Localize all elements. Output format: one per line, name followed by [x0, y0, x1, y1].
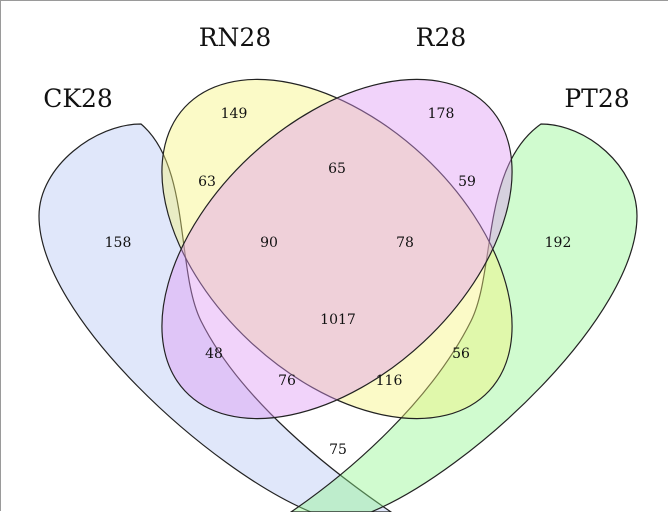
region-count-ck28-r28: 48	[205, 346, 223, 362]
region-count-ck28-rn28-r28: 90	[260, 235, 278, 251]
region-count-r28-pt28: 59	[458, 174, 476, 190]
set-label-pt28: PT28	[564, 84, 629, 113]
set-rn28-shape	[161, 78, 513, 420]
region-count-rn28-only: 149	[221, 106, 248, 122]
set-label-r28: R28	[416, 23, 467, 52]
region-count-ck28-pt28: 75	[329, 442, 347, 458]
region-count-ck28-rn28-pt28: 116	[376, 373, 403, 389]
region-count-pt28-only: 192	[545, 235, 572, 251]
set-pt28-shape	[289, 123, 638, 512]
region-count-rn28-r28-pt28: 78	[396, 235, 414, 251]
region-count-r28-only: 178	[428, 106, 455, 122]
region-count-ck28-rn28: 63	[198, 174, 216, 190]
region-count-rn28-pt28: 56	[452, 346, 470, 362]
region-count-rn28-r28: 65	[328, 161, 346, 177]
set-label-ck28: CK28	[43, 84, 113, 113]
region-count-ck28-r28-pt28: 76	[278, 373, 296, 389]
set-label-rn28: RN28	[199, 23, 272, 52]
set-r28-shape	[161, 78, 513, 420]
set-ck28-shape	[38, 123, 393, 512]
region-count-all-four: 1017	[320, 312, 356, 328]
region-count-ck28-only: 158	[105, 235, 132, 251]
